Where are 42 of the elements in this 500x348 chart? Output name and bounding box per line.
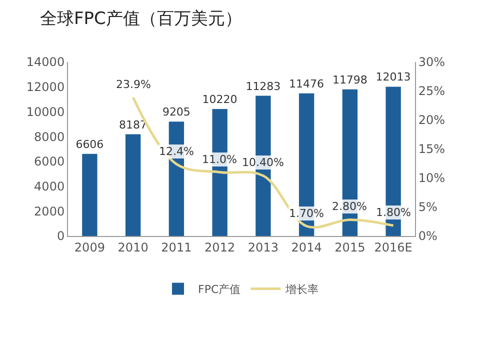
data-label: 6606 [76,138,104,151]
y2-tick-label: 30% [418,55,446,70]
y-tick-label: 12000 [26,80,65,94]
y-tick-label: 10000 [26,104,65,119]
x-tick-label: 2010 [118,240,148,254]
x-tick-label: 2016E [374,240,412,254]
data-label: 11283 [246,80,281,93]
data-label: 1.80% [376,206,411,219]
chart-title: 全球FPC产值（百万美元） [40,9,242,30]
y-tick-label: 8000 [34,130,65,144]
y2-tick-label: 25% [418,84,446,98]
x-tick-label: 2015 [334,240,366,254]
y2-tick-label: 20% [418,113,446,128]
data-label: 12013 [376,70,411,84]
data-label: 11476 [289,77,324,90]
bar [125,134,141,236]
data-label: 9205 [162,106,190,119]
y-tick-label: 4000 [34,179,65,194]
data-label: 12.4% [159,145,194,158]
bar [82,154,98,236]
data-label: 2.80% [332,200,367,213]
y-tick-label: 6000 [34,154,65,169]
x-tick-label: 2013 [248,240,278,254]
legend-label: FPC产值 [198,283,241,296]
y-tick-label: 14000 [26,55,65,70]
y2-tick-label: 15% [418,142,446,156]
y2-tick-label: 5% [418,200,438,214]
y-tick-label: 0 [56,229,65,244]
data-label: 11798 [332,73,368,86]
data-label: 1.70% [289,207,324,220]
y-tick-label: 2000 [34,204,65,218]
data-label: 11.0% [202,153,237,166]
y2-tick-label: 0% [418,229,438,244]
legend-label: 增长率 [284,283,319,296]
y2-tick-label: 10% [418,171,446,186]
data-label: 10220 [202,92,238,106]
x-tick-label: 2011 [161,240,192,254]
x-tick-label: 2009 [74,240,105,254]
x-tick-label: 2012 [204,240,236,254]
data-label: 23.9% [116,78,151,91]
data-label: 10.40% [242,156,284,169]
x-tick-label: 2014 [291,240,322,254]
